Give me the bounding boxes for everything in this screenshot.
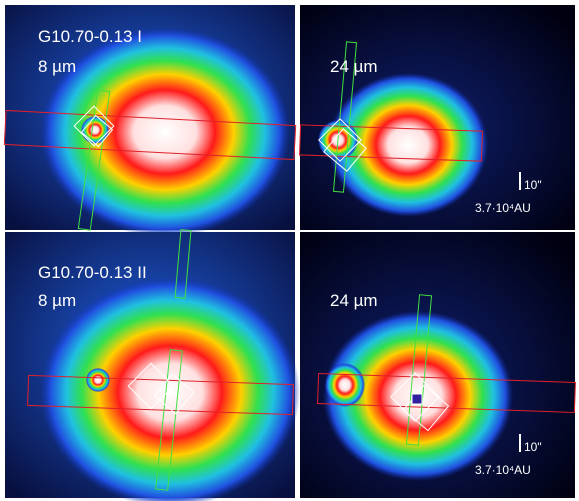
band-label: 8 µm: [38, 291, 76, 310]
band-label: 24 µm: [330, 57, 378, 76]
band-label: 24 µm: [330, 291, 378, 310]
panel-title: G10.70-0.13 II: [38, 263, 147, 282]
panel-8um-bottom: G10.70-0.13 II 8 µm: [5, 230, 300, 501]
scale-label: 3.7·10⁴AU: [475, 201, 531, 215]
panel-24um-top: 24 µm 10" 3.7·10⁴AU: [300, 5, 575, 230]
scale-label: 3.7·10⁴AU: [475, 463, 531, 477]
band-label: 8 µm: [38, 57, 76, 76]
figure: G10.70-0.13 I 8 µm 24 µm 10" 3.7·10⁴AU G…: [0, 0, 579, 501]
scale-bar-label: 10": [524, 178, 542, 192]
panel-title: G10.70-0.13 I: [38, 27, 142, 46]
panel-24um-bottom: 24 µm 10" 3.7·10⁴AU: [300, 232, 575, 498]
scale-bar-label: 10": [524, 440, 542, 454]
panel-8um-top: G10.70-0.13 I 8 µm: [4, 5, 295, 237]
